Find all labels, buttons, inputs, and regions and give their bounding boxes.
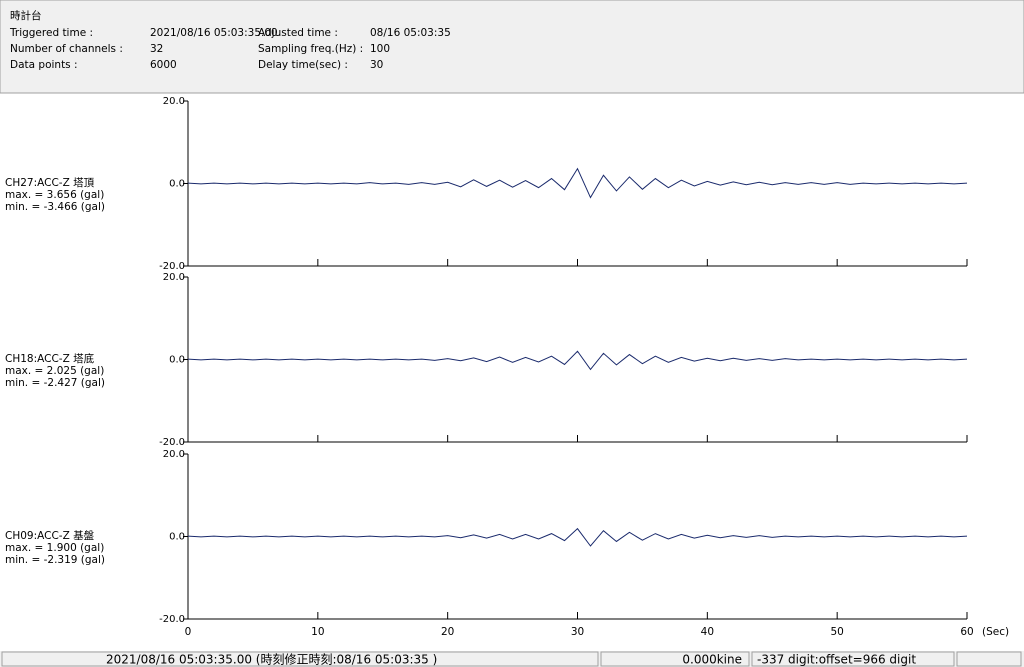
y-tick-label: -20.0 [159, 614, 185, 625]
status-bar [0, 651, 1024, 667]
status-cell [1, 651, 599, 667]
field-value: 08/16 05:03:35 [370, 27, 451, 39]
channel-min: min. = -2.319 (gal) [5, 554, 105, 566]
channel-max: max. = 1.900 (gal) [5, 542, 104, 554]
header-panel [0, 0, 1024, 94]
channel-name: CH18:ACC-Z 塔底 [5, 352, 95, 365]
field-label: Sampling freq.(Hz) : [258, 43, 363, 55]
y-tick-label: 20.0 [163, 96, 185, 107]
field-value: 32 [150, 43, 163, 55]
channel-max: max. = 3.656 (gal) [5, 189, 104, 201]
status-time: 2021/08/16 05:03:35.00 (時刻修正時刻:08/16 05:… [106, 652, 437, 667]
y-tick-label: -20.0 [159, 437, 185, 448]
status-cell [751, 651, 955, 667]
status-cell [600, 651, 750, 667]
status-cell [956, 651, 1022, 667]
y-tick-label: 0.0 [169, 179, 185, 190]
channel-name: CH09:ACC-Z 基盤 [5, 529, 95, 542]
channel-min: min. = -2.427 (gal) [5, 377, 105, 389]
x-tick-label: 10 [311, 626, 324, 638]
field-value: 30 [370, 59, 383, 71]
y-tick-label: 20.0 [163, 272, 185, 283]
field-label: Triggered time : [9, 27, 93, 39]
field-label: Adjusted time : [258, 27, 338, 39]
x-tick-label: 40 [701, 626, 714, 638]
y-tick-label: 0.0 [169, 355, 185, 366]
channel-name: CH27:ACC-Z 塔頂 [5, 176, 95, 189]
field-value: 100 [370, 43, 390, 55]
channel-min: min. = -3.466 (gal) [5, 201, 105, 213]
x-tick-label: 0 [185, 626, 192, 638]
x-tick-label: 50 [830, 626, 843, 638]
x-axis-label: (Sec) [982, 626, 1009, 638]
x-tick-label: 30 [571, 626, 584, 638]
channel-max: max. = 2.025 (gal) [5, 365, 104, 377]
x-tick-label: 60 [960, 626, 973, 638]
field-label: Number of channels : [10, 43, 123, 55]
field-value: 2021/08/16 05:03:35.00 [150, 27, 278, 39]
y-tick-label: 20.0 [163, 449, 185, 460]
status-digit: -337 digit:offset=966 digit [757, 653, 916, 667]
header-title: 時計台 [10, 9, 42, 22]
x-tick-label: 20 [441, 626, 454, 638]
y-tick-label: -20.0 [159, 261, 185, 272]
field-value: 6000 [150, 59, 177, 71]
y-tick-label: 0.0 [169, 532, 185, 543]
waveform [187, 527, 968, 547]
waveform [187, 350, 968, 371]
field-label: Delay time(sec) : [258, 59, 348, 71]
status-velocity: 0.000kine [682, 653, 742, 667]
field-label: Data points : [10, 59, 78, 71]
waveform [187, 167, 968, 199]
